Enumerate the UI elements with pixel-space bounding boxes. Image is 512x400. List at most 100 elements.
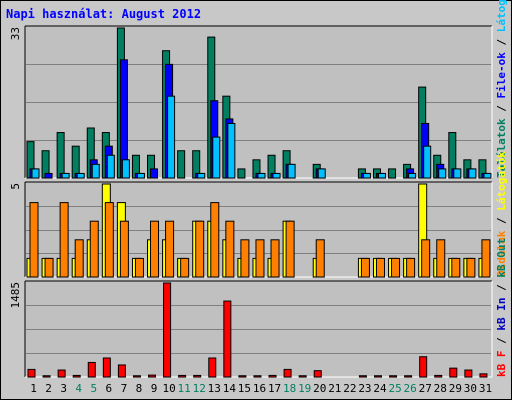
pages-bar-day-15 — [240, 239, 250, 278]
hits-bar-day-3 — [56, 132, 65, 179]
kb-bar-day-10 — [163, 282, 172, 378]
visitors-bar-day-4 — [76, 172, 85, 179]
x-tick-label-day-5: 5 — [90, 382, 97, 395]
x-tick-label-day-17: 17 — [268, 382, 281, 395]
x-tick-label-day-21: 21 — [328, 382, 341, 395]
pages-bar-day-16 — [255, 239, 265, 278]
pages-bar-day-28 — [436, 239, 446, 278]
x-tick-label-day-25: 25 — [388, 382, 401, 395]
x-axis-labels: 1 2 3 4 5 6 7 8 9 10 11 12 13 14 15 16 17 18 19 20 21 22 23 24 2… — [30, 382, 492, 395]
pages-bar-day-10 — [165, 220, 175, 278]
x-tick-label-day-8: 8 — [136, 382, 143, 395]
pages-bar-day-5 — [89, 220, 99, 278]
series-label-part-2-1: / — [495, 211, 508, 231]
series-label-part-1-1: / — [495, 99, 508, 119]
kb-bar-day-16 — [253, 375, 262, 378]
series-label-part-3-3: / — [495, 278, 508, 298]
visitors-bar-day-7 — [121, 159, 130, 179]
x-tick-label-day-30: 30 — [464, 382, 477, 395]
x-tick-label-day-10: 10 — [162, 382, 175, 395]
kb-bar-day-30 — [464, 369, 473, 378]
pages-bar-day-31 — [481, 239, 491, 278]
visitors-bar-day-31 — [483, 172, 492, 179]
pages-bar-day-30 — [466, 257, 476, 278]
pages-bar-day-17 — [270, 239, 280, 278]
x-tick-label-day-18: 18 — [283, 382, 296, 395]
x-tick-label-day-23: 23 — [358, 382, 371, 395]
pages-bar-day-23 — [360, 257, 370, 278]
kb-bar-day-19 — [298, 375, 307, 378]
series-label-part-3-2: kB In — [495, 298, 508, 331]
pages-bar-day-6 — [104, 202, 114, 278]
kb-bar-day-7 — [117, 364, 126, 378]
x-tick-label-day-1: 1 — [30, 382, 37, 395]
kb-bar-day-4 — [72, 374, 81, 378]
files-bar-day-9 — [150, 168, 159, 179]
pages-bar-day-7 — [119, 220, 129, 278]
kb-bar-day-15 — [238, 375, 247, 378]
kb-bar-day-23 — [358, 375, 367, 378]
kb-bar-day-29 — [449, 367, 458, 378]
kb-bar-day-3 — [57, 369, 66, 378]
visitors-bar-day-6 — [106, 154, 115, 179]
x-tick-label-day-31: 31 — [479, 382, 492, 395]
series-label-part-3-0: kB F — [495, 351, 508, 378]
series-label-part-3-1: / — [495, 331, 508, 351]
pages-bar-day-9 — [150, 220, 160, 278]
visitors-bar-day-8 — [136, 172, 145, 179]
kb-bar-day-31 — [479, 373, 488, 378]
visitors-bar-day-23 — [362, 172, 371, 179]
pages-bar-day-27 — [421, 239, 431, 278]
series-label-panel-1: Találatok / File-ok / Látogató — [495, 0, 508, 178]
kb-bar-day-9 — [148, 374, 157, 378]
x-tick-label-day-12: 12 — [193, 382, 206, 395]
pages-bar-day-3 — [59, 202, 69, 278]
kb-bar-day-20 — [313, 370, 322, 378]
series-label-panel-2: Oldalak / Látogatók — [495, 151, 508, 277]
x-tick-label-day-26: 26 — [404, 382, 417, 395]
x-tick-label-day-9: 9 — [151, 382, 158, 395]
kb-bar-day-13 — [208, 357, 217, 378]
visitors-bar-day-30 — [468, 168, 477, 179]
series-label-part-2-2: Látogatók — [495, 151, 508, 211]
kb-bar-day-26 — [404, 375, 413, 378]
page-title: Napi használat: August 2012 — [6, 7, 202, 21]
visitors-bar-day-14 — [227, 122, 236, 179]
x-tick-label-day-29: 29 — [449, 382, 462, 395]
pages-bar-day-29 — [451, 257, 461, 278]
pages-bar-day-24 — [375, 257, 385, 278]
x-tick-label-day-7: 7 — [121, 382, 128, 395]
x-tick-label-day-14: 14 — [223, 382, 237, 395]
series-label-part-3-4: kB Out — [495, 238, 508, 278]
x-tick-label-day-6: 6 — [106, 382, 113, 395]
visitors-bar-day-1 — [31, 168, 40, 179]
pages-bar-day-13 — [210, 202, 220, 278]
kb-bar-day-6 — [102, 357, 111, 378]
pages-bar-day-8 — [134, 257, 144, 278]
y-max-label-panel-1: 33 — [9, 27, 22, 40]
visitors-bar-day-13 — [212, 136, 221, 179]
pages-bar-day-18 — [285, 220, 295, 278]
pages-bar-day-20 — [315, 239, 325, 278]
kb-bar-day-24 — [373, 375, 382, 378]
pages-bar-day-12 — [195, 220, 205, 278]
visitors-bar-day-27 — [423, 145, 432, 179]
visitors-bar-day-3 — [61, 172, 70, 179]
series-label-part-2-0: Oldalak — [495, 230, 508, 277]
visitors-bar-day-12 — [197, 172, 206, 179]
pages-bar-day-1 — [29, 202, 39, 278]
visitors-bar-day-20 — [317, 168, 326, 179]
visitors-bar-day-17 — [272, 172, 281, 179]
pages-bar-day-2 — [44, 257, 54, 278]
y-max-label-panel-3: 1485 — [9, 282, 22, 309]
y-axis-labels: 33 5 1485 — [9, 27, 22, 309]
x-tick-label-day-20: 20 — [313, 382, 326, 395]
hits-bar-day-15 — [237, 168, 246, 179]
x-tick-label-day-28: 28 — [434, 382, 447, 395]
pages-bar-day-14 — [225, 220, 235, 278]
pages-bar-day-11 — [180, 257, 190, 278]
visitors-bar-day-28 — [438, 168, 447, 179]
y-max-label-panel-2: 5 — [9, 183, 22, 190]
x-tick-label-day-19: 19 — [298, 382, 311, 395]
